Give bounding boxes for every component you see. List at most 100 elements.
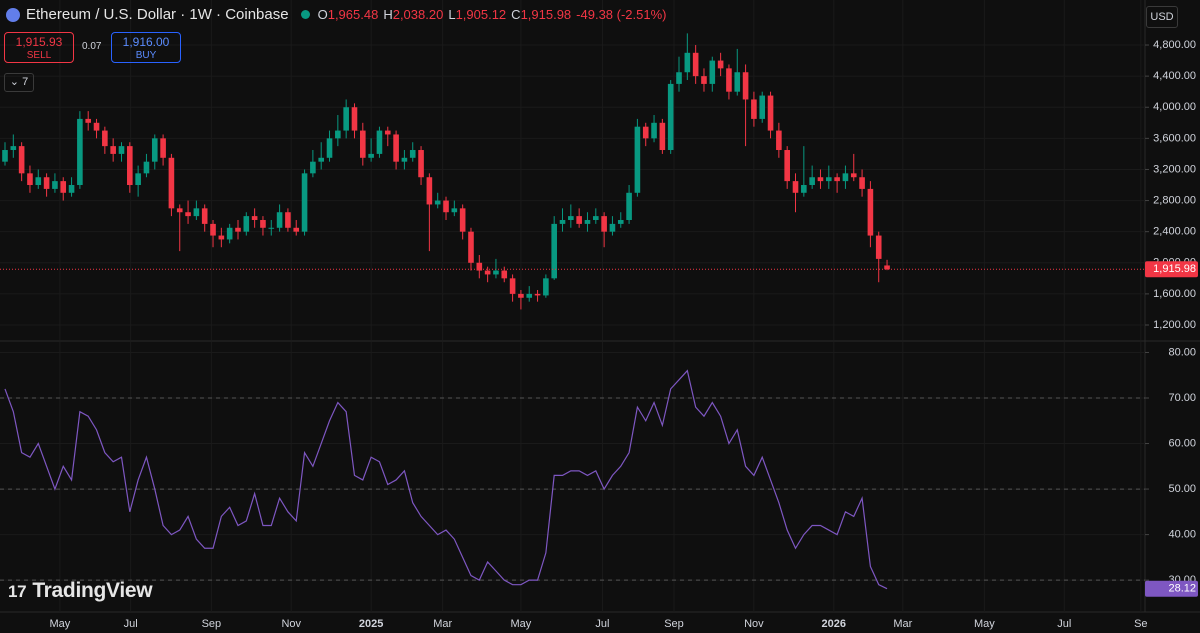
indicators-toggle[interactable]: ⌄ 7 (4, 73, 34, 92)
candle-body (734, 72, 741, 92)
x-tick-label: Sep (202, 618, 222, 630)
candle-body (110, 146, 116, 154)
y-tick-label: 40.00 (1168, 529, 1196, 541)
y-tick-label: 4,800.00 (1153, 39, 1196, 51)
candle-body (451, 208, 458, 213)
candle-body (817, 177, 824, 182)
candle-body (459, 208, 466, 232)
candle-body (792, 181, 799, 193)
candle-body (875, 235, 882, 259)
candle-body (526, 293, 533, 298)
candle-body (426, 177, 433, 205)
candle-body (268, 227, 275, 229)
candle-body (801, 185, 807, 193)
candle-body (701, 76, 707, 84)
candle-body (68, 185, 75, 193)
x-tick-label: Jul (1057, 618, 1071, 630)
candle-body (409, 150, 416, 158)
candle-body (160, 138, 166, 158)
ohlc-value: 2,038.20 (392, 7, 444, 22)
y-tick-label: 2,400.00 (1153, 226, 1196, 238)
last-price-badge (1145, 261, 1198, 278)
candle-body (343, 107, 349, 131)
candle-body (443, 200, 449, 213)
y-tick-label: 2,800.00 (1153, 194, 1196, 206)
y-tick-label: 3,600.00 (1153, 132, 1196, 144)
candle-body (151, 138, 158, 162)
candle-body (842, 173, 849, 182)
y-tick-label: 1,600.00 (1153, 288, 1196, 300)
rsi-badge (1145, 580, 1198, 597)
candle-body (260, 220, 266, 228)
ohlc: O1,965.48 H2,038.20 L1,905.12 C1,915.98 … (318, 7, 667, 22)
candle-body (18, 146, 25, 174)
candle-body (360, 130, 366, 158)
candle-body (27, 173, 33, 186)
ohlc-value: 1,965.48 (327, 7, 379, 22)
candle-body (568, 216, 574, 221)
y-tick-label: 70.00 (1168, 392, 1196, 404)
candle-body (85, 118, 92, 123)
candle-body (185, 212, 191, 217)
candle-body (135, 173, 141, 186)
x-tick-label: May (974, 618, 995, 630)
candle-body (210, 223, 216, 236)
x-tick-label: 2026 (822, 618, 846, 630)
change: -49.38 (-2.51%) (576, 7, 667, 22)
candle-body (709, 60, 716, 84)
candle-body (634, 126, 641, 193)
candle-body (759, 95, 766, 119)
ohlc-key: O (317, 7, 328, 22)
x-tick-label: Nov (281, 618, 301, 630)
candle-body (559, 220, 566, 224)
candle-body (667, 83, 674, 151)
candle-body (243, 216, 250, 232)
candle-body (193, 208, 200, 217)
x-tick-label: May (511, 618, 532, 630)
candle-body (751, 99, 757, 119)
chevron: ⌄ (9, 76, 23, 88)
candle-body (825, 177, 832, 182)
candle-body (52, 181, 58, 189)
candle-body (493, 270, 499, 275)
candle-body (285, 212, 291, 228)
candle-body (434, 200, 441, 205)
candle-body (676, 72, 682, 84)
candle-body (776, 130, 782, 151)
buy-button[interactable]: 1,916.00 BUY (111, 32, 181, 63)
candle-body (476, 262, 483, 271)
candle-body (509, 278, 516, 294)
candle-body (501, 270, 508, 279)
x-tick-label: 2025 (359, 618, 383, 630)
ohlc-value: 1,905.12 (455, 7, 507, 22)
x-tick-label: Jul (595, 618, 609, 630)
candle-body (850, 173, 857, 178)
candle-body (201, 208, 208, 224)
candle-body (127, 146, 133, 186)
candle-body (884, 265, 890, 270)
candle-body (235, 227, 241, 232)
candle-body (301, 173, 308, 232)
y-tick-label: 80.00 (1168, 346, 1196, 358)
candle-body (43, 177, 50, 189)
x-tick-label: Nov (744, 618, 764, 630)
x-tick-label: Jul (124, 618, 138, 630)
candle-body (10, 146, 17, 151)
x-tick-label: Se (1134, 618, 1147, 630)
candle-body (276, 212, 283, 228)
candle-body (617, 220, 624, 224)
candle-body (351, 107, 358, 131)
candle-body (534, 293, 541, 296)
candle-body (784, 150, 790, 182)
candle-body (335, 130, 341, 139)
symbol-title[interactable]: Ethereum / U.S. Dollar · 1W · Coinbase (26, 6, 289, 23)
y-tick-label: 4,400.00 (1153, 70, 1196, 82)
market-status (300, 10, 310, 19)
sell-button[interactable]: 1,915.93 SELL (4, 32, 74, 63)
candle-body (176, 208, 183, 213)
currency-button[interactable]: USD (1146, 6, 1178, 28)
candle-body (60, 181, 67, 193)
candle-body (576, 216, 582, 224)
candle-body (726, 68, 732, 92)
